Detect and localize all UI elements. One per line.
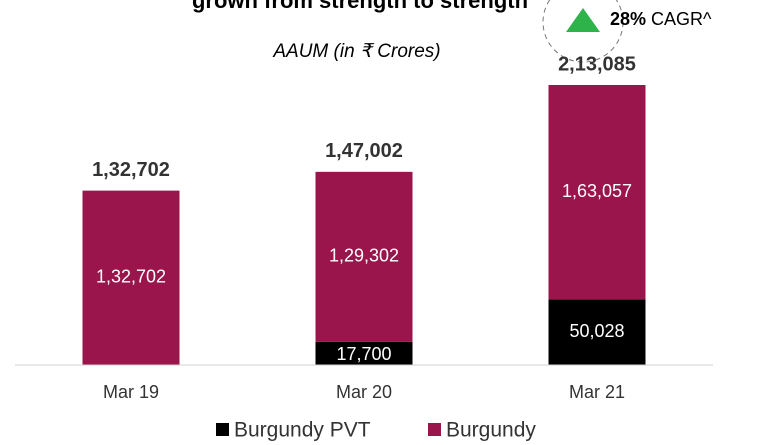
- legend-label: Burgundy PVT: [234, 419, 371, 442]
- x-tick-label: Mar 20: [336, 382, 392, 402]
- x-tick-label: Mar 21: [569, 382, 625, 402]
- chart-title: grown from strength to strength: [192, 0, 528, 13]
- total-label: 1,47,002: [325, 140, 403, 162]
- legend-label: Burgundy: [446, 419, 536, 442]
- x-tick-label: Mar 19: [103, 382, 159, 402]
- data-label: 1,32,702: [96, 267, 166, 287]
- data-label: 1,29,302: [329, 246, 399, 266]
- annotation-text: CAGR^: [651, 9, 712, 29]
- data-label: 50,028: [569, 321, 624, 341]
- bar-segment: [82, 190, 180, 365]
- bar-segment: [315, 171, 413, 342]
- bar-segment: [315, 341, 413, 365]
- annotation-value: 28%: [610, 9, 646, 29]
- total-label: 1,32,702: [92, 159, 170, 181]
- data-label: 17,700: [336, 344, 391, 364]
- annotation-circle: [542, 0, 624, 63]
- annotation-arrow: [566, 8, 600, 32]
- legend-swatch: [216, 423, 229, 436]
- data-label: 1,63,057: [562, 181, 632, 201]
- bar-segment: [548, 299, 646, 365]
- total-label: 2,13,085: [558, 53, 636, 75]
- legend-swatch: [428, 423, 441, 436]
- chart-subtitle: AAUM (in ₹ Crores): [272, 41, 440, 62]
- annotation: 28% CAGR^: [610, 9, 712, 29]
- bar-segment: [548, 85, 646, 300]
